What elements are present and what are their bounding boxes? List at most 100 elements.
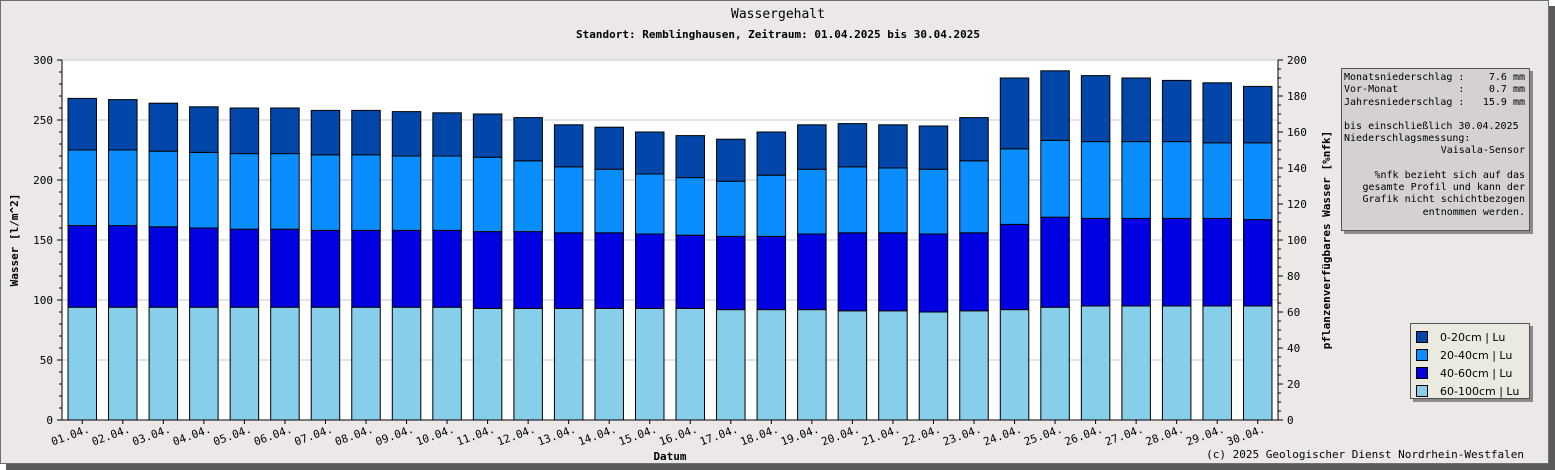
bar-13.04.-series-1	[553, 232, 584, 309]
bar-12.04.-series-2	[513, 160, 543, 233]
axes	[57, 59, 1283, 424]
y2-tick-label-2: 40	[1287, 342, 1300, 355]
x-tick-label-5: 06.04.	[252, 423, 294, 449]
info-messung: Niederschlagsmessung:	[1344, 133, 1471, 145]
bar-16.04.-series-0	[675, 307, 706, 421]
y-tick-label-3: 150	[33, 234, 53, 247]
bar-07.04.-series-3	[310, 109, 341, 156]
bar-06.04.-series-3	[270, 107, 300, 155]
y-tick-label-1: 50	[40, 354, 53, 367]
bar-11.04.-series-2	[472, 156, 503, 233]
bar-17.04.-series-3	[716, 138, 746, 182]
bar-16.04.-series-1	[675, 234, 706, 309]
x-tick-label-0: 01.04.	[49, 423, 91, 449]
bar-04.04.-series-0	[189, 306, 219, 421]
bar-14.04.-series-0	[594, 307, 624, 421]
bar-21.04.-series-3	[878, 124, 908, 169]
info-row-jahr: Jahresniederschlag :15.9 mm	[1344, 96, 1525, 108]
bar-05.04.-series-3	[229, 107, 260, 155]
bar-28.04.-series-1	[1161, 217, 1192, 307]
bar-02.04.-series-2	[108, 149, 138, 227]
x-tick-label-28: 29.04.	[1184, 423, 1226, 449]
x-tick-label-3: 04.04.	[171, 423, 213, 449]
bar-08.04.-series-2	[351, 154, 381, 231]
y2-tick-label-10: 200	[1287, 54, 1307, 67]
bar-30.04.-series-1	[1242, 219, 1273, 307]
y-tick-label-4: 200	[33, 174, 53, 187]
bar-24.04.-series-3	[999, 77, 1030, 150]
bar-14.04.-series-2	[594, 168, 624, 234]
bars	[67, 70, 1273, 421]
bar-07.04.-series-2	[310, 154, 341, 231]
x-tick-label-7: 08.04.	[333, 423, 375, 449]
info-note-3: Grafik nicht schichtbezogen	[1362, 194, 1525, 206]
bar-20.04.-series-0	[837, 310, 868, 421]
bar-08.04.-series-0	[351, 306, 381, 421]
legend-item-1: 20-40cm | Lu	[1416, 346, 1529, 364]
bar-03.04.-series-1	[148, 226, 179, 308]
bar-28.04.-series-2	[1161, 141, 1192, 219]
bar-14.04.-series-1	[594, 232, 624, 309]
bar-22.04.-series-0	[918, 311, 949, 421]
y2-tick-label-9: 180	[1287, 90, 1307, 103]
y2-tick-label-0: 0	[1287, 414, 1294, 427]
x-tick-label-17: 18.04.	[739, 423, 781, 449]
x-tick-label-9: 10.04.	[414, 423, 456, 449]
legend-label-2: 40-60cm | Lu	[1440, 366, 1513, 380]
bar-23.04.-series-3	[959, 117, 989, 162]
x-tick-label-10: 11.04.	[455, 423, 497, 449]
bar-29.04.-series-2	[1202, 142, 1232, 219]
bar-18.04.-series-3	[756, 131, 787, 176]
info-note-2: gesamte Profil und kann der	[1362, 182, 1525, 194]
bar-03.04.-series-2	[148, 150, 179, 228]
bar-04.04.-series-2	[189, 151, 219, 229]
bar-26.04.-series-3	[1080, 75, 1111, 143]
bar-25.04.-series-3	[1040, 70, 1070, 141]
bar-10.04.-series-1	[432, 229, 462, 308]
bar-03.04.-series-0	[148, 306, 179, 421]
bar-11.04.-series-1	[472, 231, 503, 309]
legend-item-2: 40-60cm | Lu	[1416, 364, 1529, 382]
bar-19.04.-series-0	[797, 309, 827, 421]
legend-swatch-0	[1416, 331, 1428, 343]
bar-09.04.-series-1	[391, 229, 422, 308]
bar-29.04.-series-1	[1202, 217, 1232, 307]
bar-04.04.-series-1	[189, 227, 219, 308]
y2-tick-label-1: 20	[1287, 378, 1300, 391]
bar-28.04.-series-3	[1161, 79, 1192, 143]
x-tick-label-29: 30.04.	[1225, 423, 1267, 449]
bar-06.04.-series-1	[270, 228, 300, 308]
bar-21.04.-series-2	[878, 167, 908, 234]
y-axis-label: Wasser [l/m^2]	[8, 194, 21, 287]
bar-19.04.-series-3	[797, 124, 827, 170]
x-axis-label: Datum	[653, 450, 686, 463]
bar-30.04.-series-0	[1242, 305, 1273, 421]
legend-label-0: 0-20cm | Lu	[1440, 330, 1506, 344]
info-note-1: %nfk bezieht sich auf das	[1374, 169, 1525, 181]
bar-12.04.-series-0	[513, 307, 543, 421]
bar-30.04.-series-2	[1242, 142, 1273, 221]
bar-09.04.-series-2	[391, 155, 422, 231]
bar-27.04.-series-3	[1121, 77, 1151, 143]
legend-label-3: 60-100cm | Lu	[1440, 384, 1520, 398]
y2-tick-label-7: 140	[1287, 162, 1307, 175]
x-tick-label-16: 17.04.	[698, 423, 740, 449]
y-tick-label-6: 300	[33, 54, 53, 67]
bar-25.04.-series-1	[1040, 216, 1070, 308]
bar-02.04.-series-3	[108, 99, 138, 151]
bar-18.04.-series-1	[756, 235, 787, 311]
chart-subtitle: Standort: Remblinghausen, Zeitraum: 01.0…	[576, 28, 980, 41]
copyright: (c) 2025 Geologischer Dienst Nordrhein-W…	[1206, 448, 1524, 461]
bar-10.04.-series-2	[432, 155, 462, 231]
x-tick-label-24: 25.04.	[1022, 423, 1064, 449]
bar-26.04.-series-1	[1080, 217, 1111, 307]
bar-11.04.-series-0	[472, 307, 503, 421]
bar-28.04.-series-0	[1161, 305, 1192, 421]
bar-17.04.-series-2	[716, 180, 746, 237]
y2-tick-label-5: 100	[1287, 234, 1307, 247]
x-tick-label-26: 27.04.	[1103, 423, 1145, 449]
bar-29.04.-series-3	[1202, 82, 1232, 144]
bar-12.04.-series-1	[513, 231, 543, 309]
bar-08.04.-series-3	[351, 109, 381, 156]
legend-label-1: 20-40cm | Lu	[1440, 348, 1513, 362]
